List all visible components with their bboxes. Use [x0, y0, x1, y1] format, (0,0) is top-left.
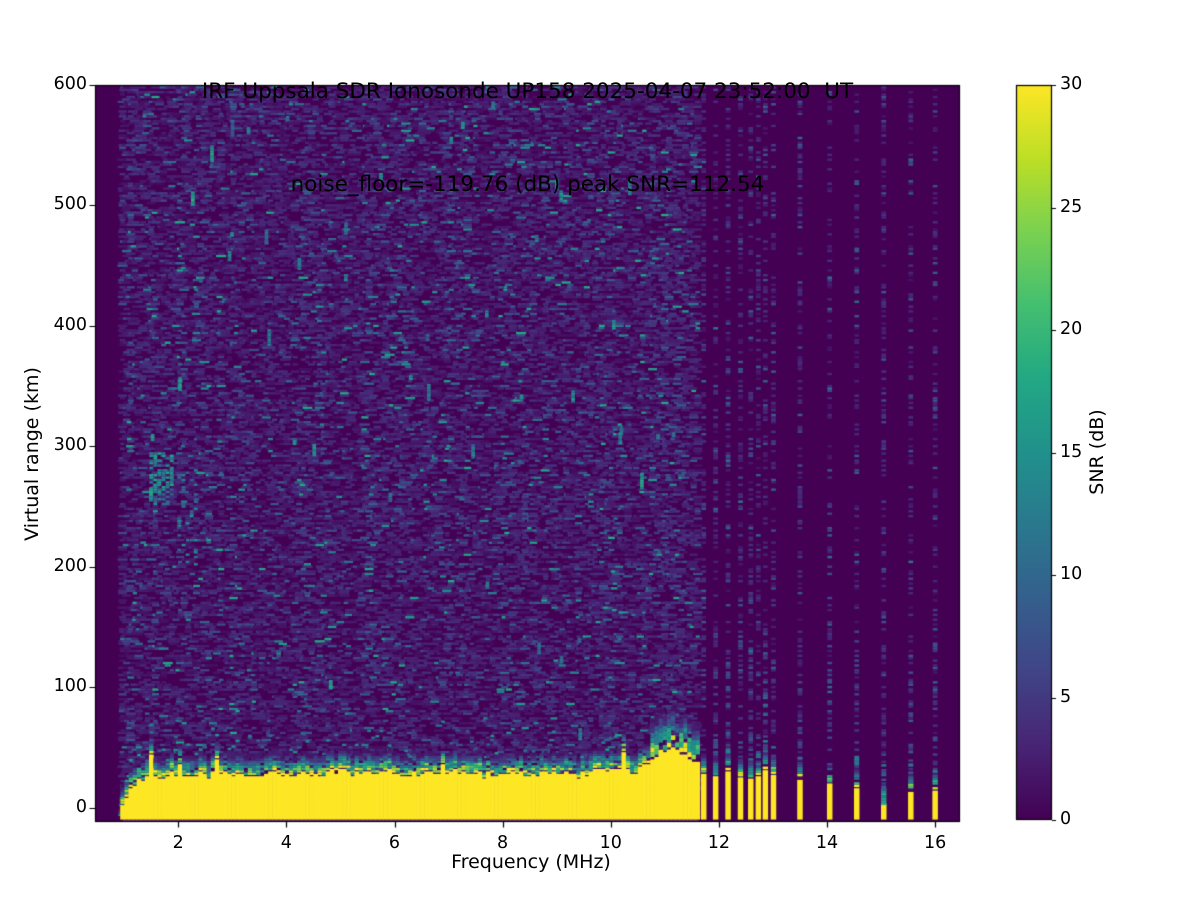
y-tick-label: 200: [53, 555, 87, 576]
y-tick-label: 100: [53, 676, 87, 697]
y-tick-label: 500: [53, 194, 87, 215]
x-tick-label: 14: [815, 833, 839, 853]
x-tick-label: 16: [923, 833, 947, 853]
x-tick-label: 6: [388, 833, 401, 853]
plot-title: IRF Uppsala SDR Ionosonde UP158 2025-04-…: [0, 14, 1055, 262]
y-tick-label: 400: [53, 314, 87, 335]
colorbar-tick-label: 25: [1060, 196, 1083, 217]
x-tick-label: 12: [707, 833, 731, 853]
x-axis-label: Frequency (MHz): [451, 851, 611, 873]
title-line-2: noise_floor=-119.76 (dB) peak SNR=112.54: [290, 172, 765, 197]
colorbar: [1016, 85, 1052, 820]
x-tick-label: 4: [280, 833, 292, 853]
y-tick-label: 600: [53, 74, 87, 94]
y-tick-label: 300: [53, 435, 87, 456]
colorbar-tick-label: 0: [1060, 809, 1072, 829]
x-tick-label: 10: [599, 833, 622, 853]
y-tick-label: 0: [75, 796, 87, 817]
colorbar-tick-label: 15: [1060, 441, 1083, 462]
x-tick-label: 2: [172, 833, 184, 853]
colorbar-tick-label: 30: [1060, 74, 1083, 94]
colorbar-tick-label: 5: [1060, 686, 1072, 707]
colorbar-tick-label: 10: [1060, 564, 1083, 584]
title-line-1: IRF Uppsala SDR Ionosonde UP158 2025-04-…: [201, 79, 854, 104]
x-tick-label: 8: [497, 833, 509, 853]
plot-area: [95, 85, 960, 822]
colorbar-tick-label: 20: [1060, 319, 1083, 339]
